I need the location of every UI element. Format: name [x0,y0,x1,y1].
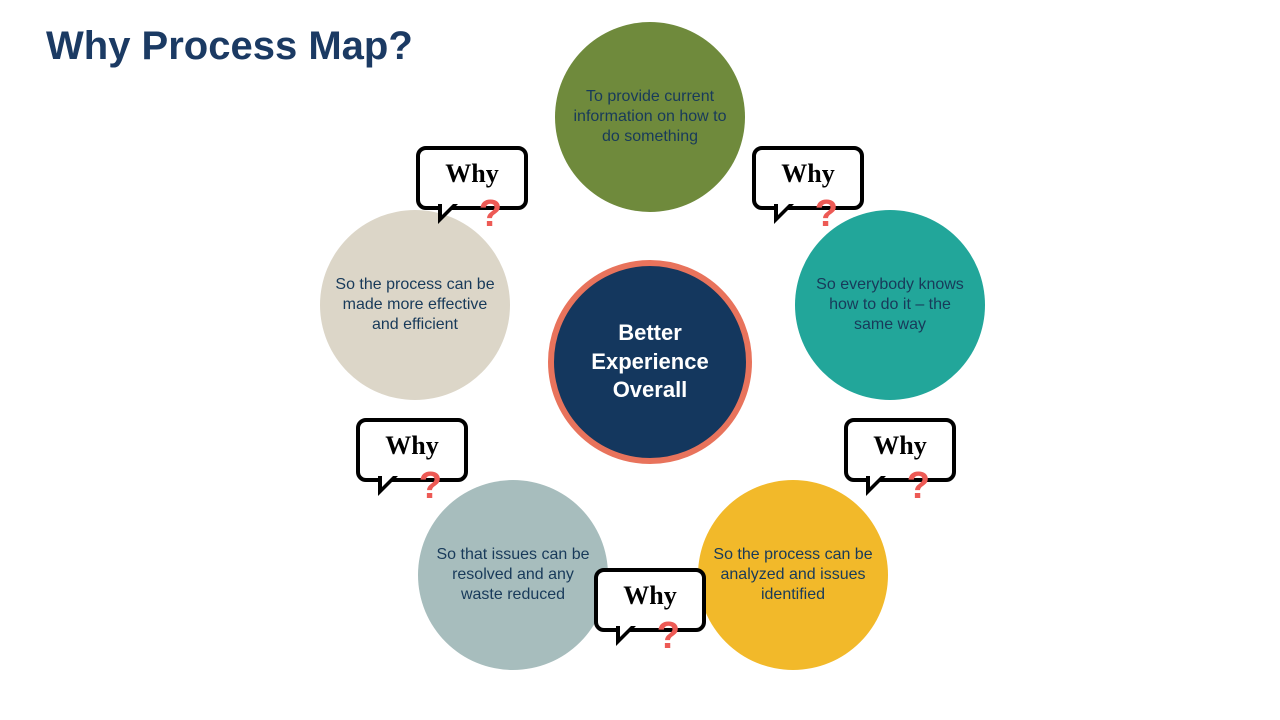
outer-circle-right: So everybody knows how to do it – the sa… [795,210,985,400]
outer-circle-text: So that issues can be resolved and any w… [418,535,608,615]
question-mark-icon: ? [479,193,502,236]
why-bubble: Why? [416,146,528,210]
title-text: Why Process Map? [46,24,413,68]
speech-tail-icon [438,204,458,224]
outer-circle-text: So the process can be analyzed and issue… [698,535,888,615]
outer-circle-text: So everybody knows how to do it – the sa… [795,265,985,345]
outer-circle-text: To provide current information on how to… [555,77,745,157]
speech-tail-icon [616,626,636,646]
speech-tail-icon [866,476,886,496]
outer-circle-bottom-right: So the process can be analyzed and issue… [698,480,888,670]
why-bubble: Why? [356,418,468,482]
question-mark-icon: ? [907,465,930,508]
why-label: Why [623,581,676,611]
outer-circle-left: So the process can be made more effectiv… [320,210,510,400]
speech-tail-icon [378,476,398,496]
speech-tail-icon [774,204,794,224]
why-bubble: Why? [594,568,706,632]
center-circle: Better Experience Overall [548,260,752,464]
why-label: Why [385,431,438,461]
why-bubble: Why? [752,146,864,210]
question-mark-icon: ? [657,615,680,658]
outer-circle-text: So the process can be made more effectiv… [320,265,510,345]
why-label: Why [445,159,498,189]
outer-circle-bottom-left: So that issues can be resolved and any w… [418,480,608,670]
why-bubble: Why? [844,418,956,482]
question-mark-icon: ? [419,465,442,508]
why-label: Why [873,431,926,461]
outer-circle-top: To provide current information on how to… [555,22,745,212]
question-mark-icon: ? [815,193,838,236]
why-label: Why [781,159,834,189]
center-circle-text: Better Experience Overall [554,319,746,405]
slide-title: Why Process Map? [46,24,413,69]
